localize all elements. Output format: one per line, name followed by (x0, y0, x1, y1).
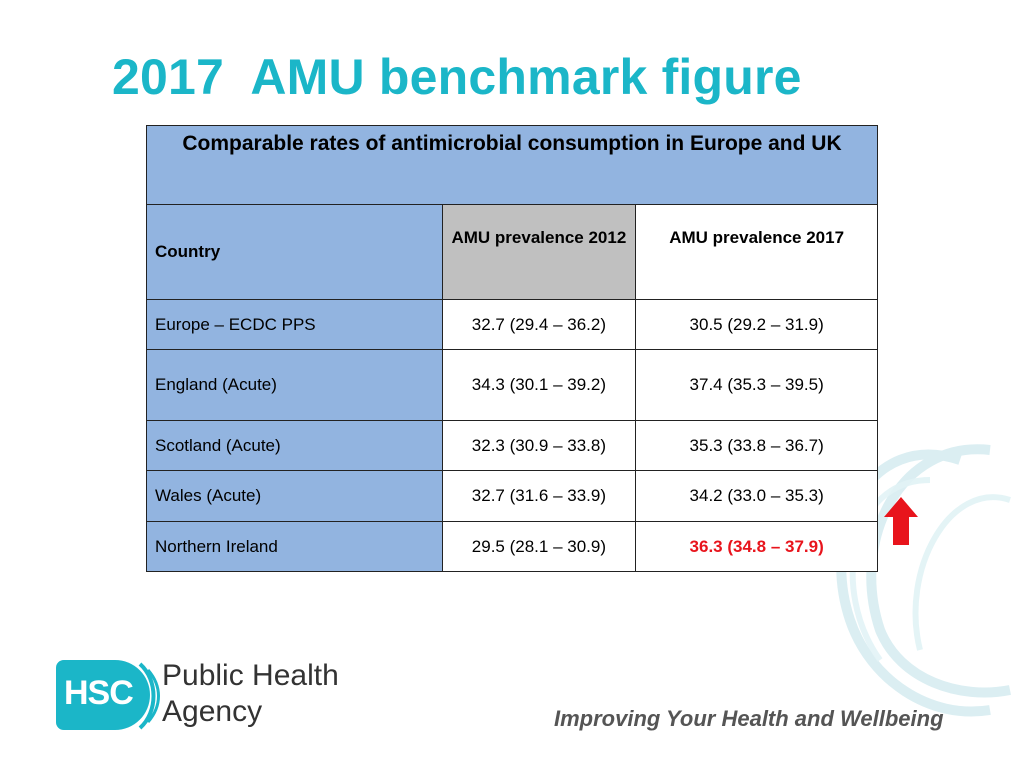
table-row: Northern Ireland 29.5 (28.1 – 30.9) 36.3… (146, 521, 878, 572)
column-header-2017: AMU prevalence 2017 (635, 204, 878, 300)
table-row: Scotland (Acute) 32.3 (30.9 – 33.8) 35.3… (146, 420, 878, 471)
country-cell: Northern Ireland (146, 521, 443, 572)
logo-arcs-icon (138, 662, 160, 730)
organisation-name: Public Health Agency (162, 658, 339, 730)
value-2012-cell: 32.7 (29.4 – 36.2) (441, 299, 637, 350)
country-cell: Scotland (Acute) (146, 420, 443, 471)
value-2012-cell: 32.3 (30.9 – 33.8) (441, 420, 637, 471)
country-cell: England (Acute) (146, 349, 443, 421)
value-2017-highlighted-cell: 36.3 (34.8 – 37.9) (635, 521, 878, 572)
hsc-logo-mark: HSC (56, 660, 150, 730)
value-2012-cell: 29.5 (28.1 – 30.9) (441, 521, 637, 572)
table-caption: Comparable rates of antimicrobial consum… (146, 125, 878, 205)
column-header-country: Country (146, 204, 443, 300)
value-2017-cell: 37.4 (35.3 – 39.5) (635, 349, 878, 421)
up-arrow-icon (884, 497, 918, 545)
hsc-logo-text: HSC (64, 674, 134, 712)
country-cell: Europe – ECDC PPS (146, 299, 443, 350)
value-2017-cell: 35.3 (33.8 – 36.7) (635, 420, 878, 471)
slide-title: 2017 AMU benchmark figure (112, 49, 802, 105)
organisation-name-line1: Public Health (162, 659, 339, 692)
amu-table: Comparable rates of antimicrobial consum… (146, 125, 878, 572)
value-2012-cell: 34.3 (30.1 – 39.2) (441, 349, 637, 421)
tagline: Improving Your Health and Wellbeing (554, 706, 944, 731)
table-row: Europe – ECDC PPS 32.7 (29.4 – 36.2) 30.… (146, 299, 878, 350)
table-row: England (Acute) 34.3 (30.1 – 39.2) 37.4 … (146, 349, 878, 421)
value-2017-cell: 34.2 (33.0 – 35.3) (635, 470, 878, 522)
organisation-name-line2: Agency (162, 695, 263, 728)
column-header-2012: AMU prevalence 2012 (441, 204, 637, 300)
country-cell: Wales (Acute) (146, 470, 443, 522)
value-2017-cell: 30.5 (29.2 – 31.9) (635, 299, 878, 350)
table-row: Wales (Acute) 32.7 (31.6 – 33.9) 34.2 (3… (146, 470, 878, 522)
value-2012-cell: 32.7 (31.6 – 33.9) (441, 470, 637, 522)
